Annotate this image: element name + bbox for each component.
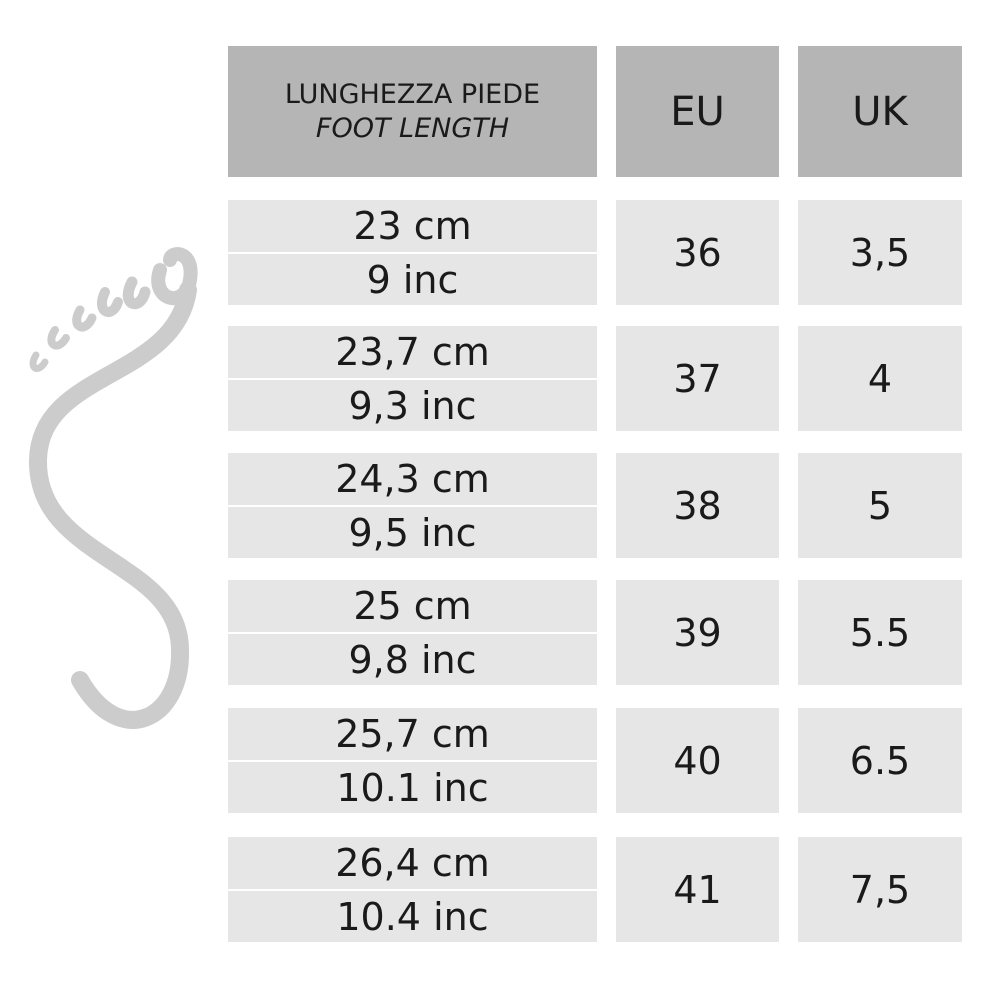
header-eu-label: EU (670, 88, 725, 135)
header-foot-length-it: LUNGHEZZA PIEDE (284, 78, 541, 110)
cell-uk: 6.5 (798, 708, 962, 813)
footprint-icon (28, 247, 198, 729)
cell-eu: 36 (616, 200, 779, 305)
cell-inc: 10.1 inc (228, 762, 597, 813)
cell-eu: 39 (616, 580, 779, 685)
header-eu: EU (616, 46, 779, 177)
header-uk-label: UK (852, 88, 908, 135)
cell-cm: 26,4 cm (228, 837, 597, 889)
cell-cm: 24,3 cm (228, 453, 597, 505)
cell-uk: 5 (798, 453, 962, 558)
header-uk: UK (798, 46, 962, 177)
header-foot-length: LUNGHEZZA PIEDE FOOT LENGTH (228, 46, 597, 177)
cell-eu: 37 (616, 326, 779, 431)
cell-eu: 41 (616, 837, 779, 942)
cell-inc: 9,5 inc (228, 507, 597, 558)
cell-uk: 5.5 (798, 580, 962, 685)
cell-cm: 25 cm (228, 580, 597, 632)
cell-cm: 23,7 cm (228, 326, 597, 378)
cell-inc: 9,3 inc (228, 380, 597, 431)
cell-cm: 25,7 cm (228, 708, 597, 760)
cell-cm: 23 cm (228, 200, 597, 252)
cell-inc: 9 inc (228, 254, 597, 305)
cell-eu: 38 (616, 453, 779, 558)
cell-uk: 7,5 (798, 837, 962, 942)
cell-uk: 4 (798, 326, 962, 431)
cell-eu: 40 (616, 708, 779, 813)
header-foot-length-en: FOOT LENGTH (315, 112, 510, 144)
cell-inc: 10.4 inc (228, 891, 597, 942)
cell-inc: 9,8 inc (228, 634, 597, 685)
cell-uk: 3,5 (798, 200, 962, 305)
